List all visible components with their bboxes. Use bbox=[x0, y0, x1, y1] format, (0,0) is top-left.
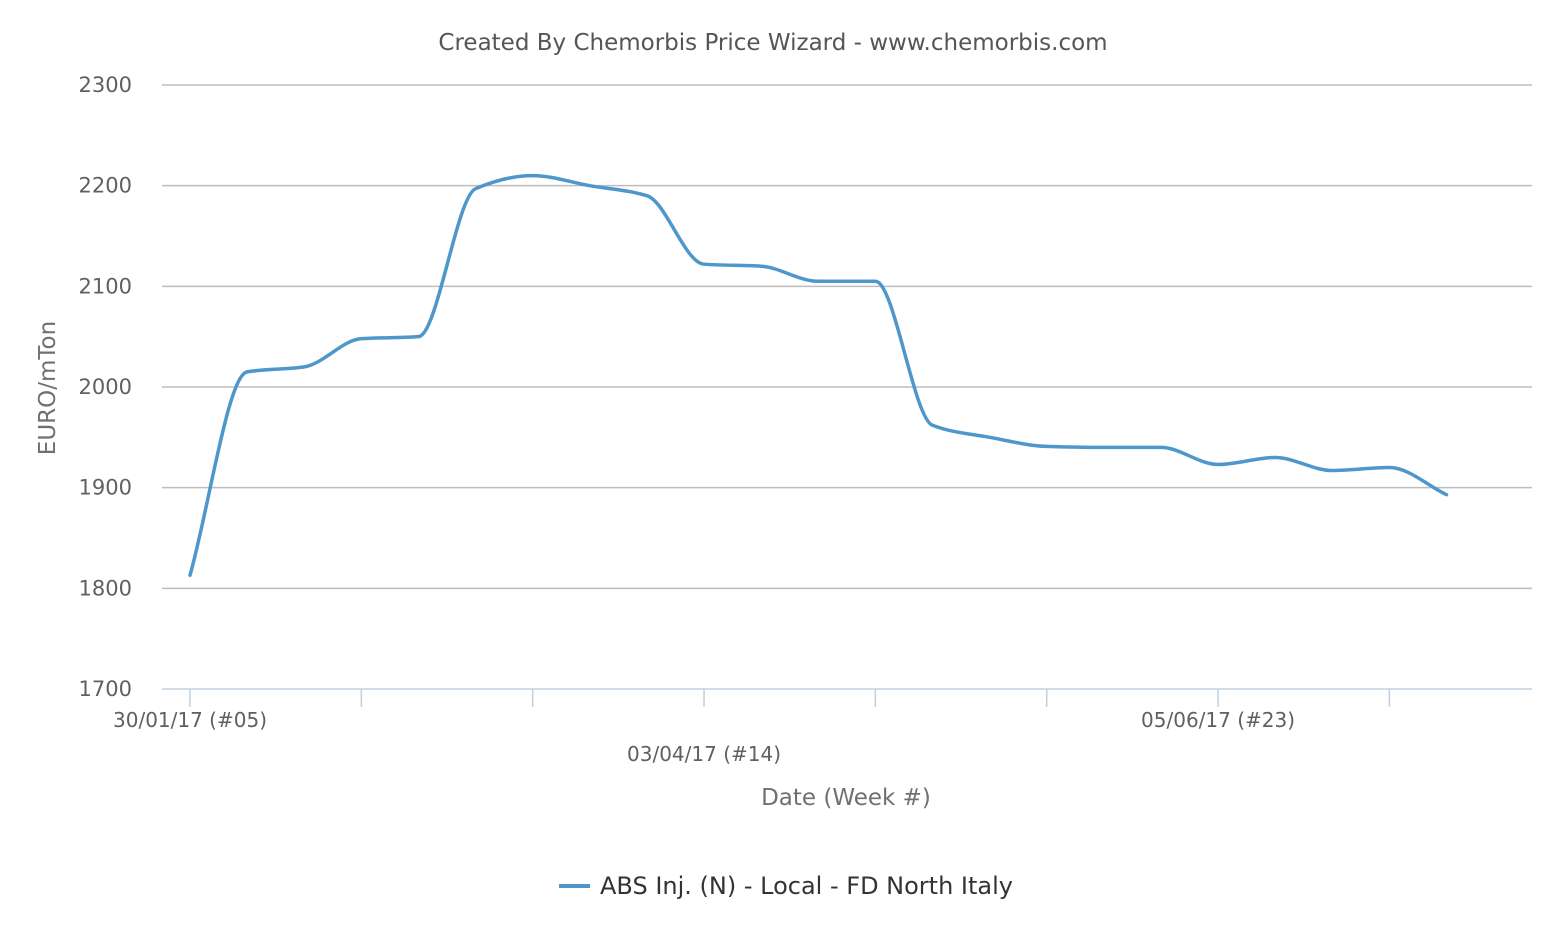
data-point-week-11[interactable] bbox=[527, 170, 539, 182]
data-point-week-25[interactable] bbox=[1326, 465, 1338, 477]
data-point-week-15[interactable] bbox=[755, 260, 767, 272]
data-point-week-16[interactable] bbox=[812, 275, 824, 287]
gridlines bbox=[162, 84, 1532, 590]
data-point-week-26[interactable] bbox=[1383, 462, 1395, 474]
data-point-week-6[interactable] bbox=[241, 366, 253, 378]
data-point-week-19[interactable] bbox=[984, 431, 996, 443]
data-point-week-10[interactable] bbox=[470, 183, 482, 195]
data-point-week-9[interactable] bbox=[412, 331, 424, 343]
series-line-0[interactable] bbox=[188, 173, 1449, 577]
data-point-week-17[interactable] bbox=[869, 275, 881, 287]
legend-label[interactable]: ABS Inj. (N) - Local - FD North Italy bbox=[600, 872, 1013, 900]
y-axis-label: EURO/mTon bbox=[35, 321, 61, 455]
chart-title: Created By Chemorbis Price Wizard - www.… bbox=[438, 30, 1107, 56]
x-tick-label-week-14: 03/04/17 (#14) bbox=[627, 742, 781, 766]
legend[interactable]: ABS Inj. (N) - Local - FD North Italy bbox=[559, 872, 1013, 900]
data-point-week-27[interactable] bbox=[1441, 489, 1453, 501]
data-point-week-23[interactable] bbox=[1212, 459, 1224, 471]
x-tick-label-week-5: 30/01/17 (#05) bbox=[113, 708, 267, 732]
data-point-week-12[interactable] bbox=[584, 180, 596, 192]
x-axis-ticks: 30/01/17 (#05) 03/04/17 (#14) 05/06/17 (#2… bbox=[113, 689, 1391, 766]
y-tick-label-2000: 2000 bbox=[79, 375, 132, 399]
y-tick-label-2300: 2300 bbox=[79, 73, 132, 97]
data-point-week-20[interactable] bbox=[1041, 440, 1053, 452]
data-point-week-8[interactable] bbox=[355, 333, 367, 345]
data-point-week-13[interactable] bbox=[641, 190, 653, 202]
series-layer bbox=[184, 170, 1453, 581]
y-tick-label-2200: 2200 bbox=[79, 174, 132, 198]
data-point-week-24[interactable] bbox=[1269, 451, 1281, 463]
y-axis-ticks: 1700 1800 1900 2000 2100 2200 2300 bbox=[79, 73, 132, 701]
data-point-week-5[interactable] bbox=[184, 569, 196, 581]
y-tick-label-1700: 1700 bbox=[79, 677, 132, 701]
data-point-week-22[interactable] bbox=[1155, 441, 1167, 453]
y-tick-label-2100: 2100 bbox=[79, 274, 132, 298]
x-axis-label: Date (Week #) bbox=[761, 785, 931, 811]
x-tick-label-week-23: 05/06/17 (#23) bbox=[1141, 708, 1295, 732]
data-point-week-14[interactable] bbox=[698, 258, 710, 270]
data-point-week-18[interactable] bbox=[926, 419, 938, 431]
y-tick-label-1900: 1900 bbox=[79, 476, 132, 500]
y-tick-label-1800: 1800 bbox=[79, 576, 132, 600]
data-point-week-7[interactable] bbox=[298, 361, 310, 373]
data-point-week-21[interactable] bbox=[1098, 441, 1110, 453]
